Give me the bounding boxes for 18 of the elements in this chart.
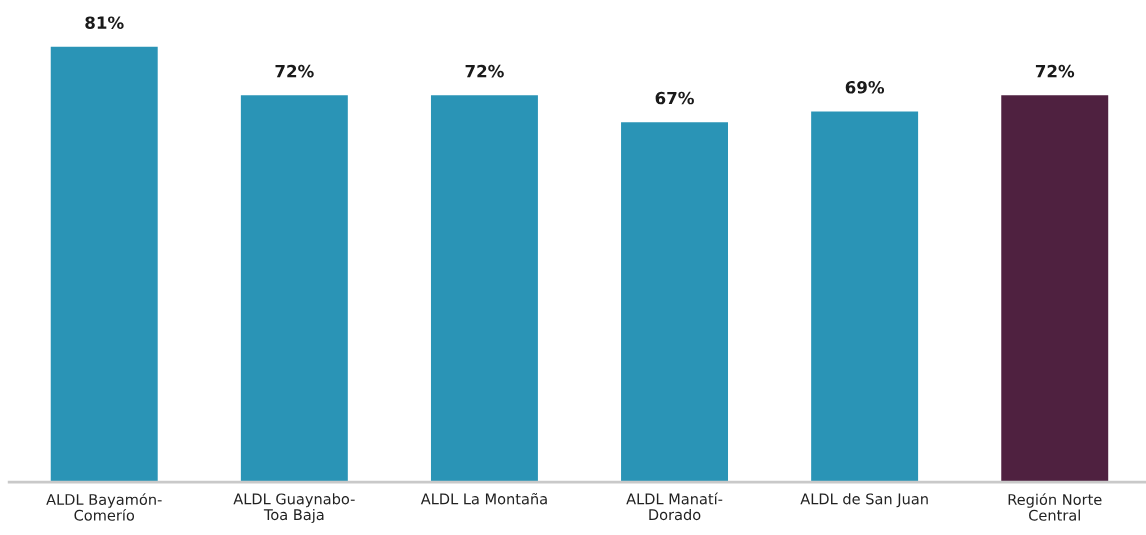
bar bbox=[999, 93, 1110, 483]
x-tick-label: ALDL La Montaña bbox=[420, 492, 547, 505]
x-tick-label: ALDL Guaynabo- Toa Baja bbox=[233, 493, 355, 524]
bar bbox=[49, 45, 160, 483]
x-tick-label: Región Norte Central bbox=[1008, 493, 1102, 521]
data-label: 81% bbox=[85, 16, 124, 29]
data-label: 72% bbox=[1035, 64, 1075, 78]
bar bbox=[239, 93, 350, 483]
x-tick-label: ALDL Manatí- Dorado bbox=[626, 492, 723, 521]
bar bbox=[619, 120, 730, 483]
x-tick-label: ALDL de San Juan bbox=[800, 493, 928, 508]
bar bbox=[809, 109, 920, 483]
data-label: 72% bbox=[275, 64, 314, 78]
bar bbox=[429, 93, 540, 483]
data-label: 69% bbox=[845, 80, 885, 94]
x-tick-label: ALDL Bayamón- Comerío bbox=[46, 493, 162, 521]
data-label: 67% bbox=[655, 91, 694, 105]
data-label: 72% bbox=[465, 64, 504, 78]
